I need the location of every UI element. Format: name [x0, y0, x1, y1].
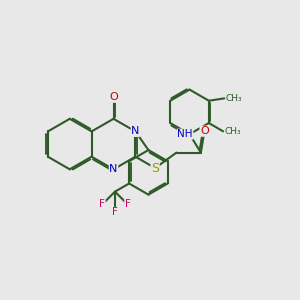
Text: F: F	[99, 200, 105, 209]
Text: NH: NH	[177, 129, 193, 139]
Text: N: N	[131, 126, 140, 136]
Text: CH₃: CH₃	[224, 128, 241, 136]
Text: CH₃: CH₃	[225, 94, 242, 103]
Text: O: O	[109, 92, 118, 102]
Text: O: O	[200, 126, 209, 136]
Text: F: F	[125, 200, 131, 209]
Text: N: N	[109, 164, 118, 174]
Text: S: S	[151, 162, 159, 175]
Text: F: F	[112, 208, 118, 218]
